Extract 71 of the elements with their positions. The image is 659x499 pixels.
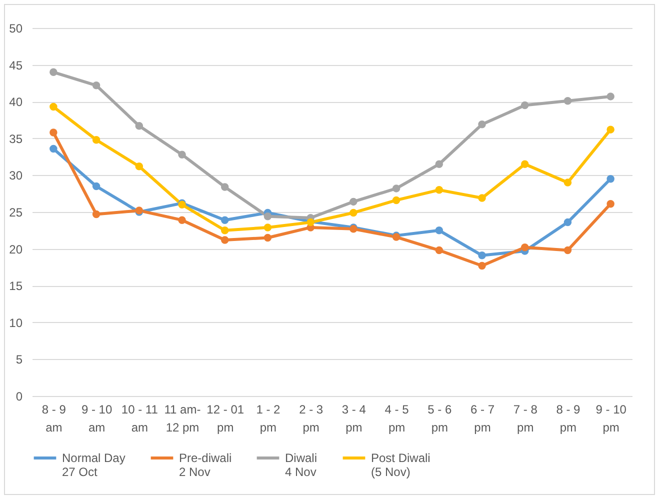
x-tick-label: 8 - 9 am: [42, 402, 66, 434]
legend-label: Pre-diwali 2 Nov: [179, 451, 232, 479]
x-tick-label: 6 - 7 pm: [470, 402, 495, 434]
point: [435, 246, 444, 254]
point: [92, 210, 100, 218]
point: [435, 186, 444, 194]
y-tick-label: 25: [9, 206, 23, 220]
point: [92, 82, 100, 90]
point: [606, 200, 614, 208]
point: [135, 162, 144, 170]
point: [135, 122, 144, 130]
point: [606, 175, 614, 183]
x-tick-label: 10 - 11 am: [121, 402, 158, 434]
point: [50, 128, 58, 136]
point: [520, 101, 529, 110]
point: [350, 208, 358, 217]
point: [606, 92, 614, 100]
point: [50, 144, 58, 153]
legend-label: Post Diwali (5 Nov): [371, 451, 430, 479]
point: [264, 234, 272, 242]
y-tick-label: 35: [9, 132, 23, 146]
point: [264, 212, 272, 220]
y-tick-label: 15: [9, 279, 23, 294]
point: [478, 120, 486, 128]
point: [478, 194, 486, 202]
point: [92, 182, 100, 190]
legend-label: Normal Day 27 Oct: [62, 451, 126, 479]
point: [564, 178, 572, 186]
point: [392, 196, 400, 204]
legend-label: Diwali 4 Nov: [285, 451, 318, 479]
point: [178, 150, 186, 158]
x-tick-label: 8 - 9 pm: [556, 402, 581, 434]
y-tick-label: 50: [9, 22, 23, 36]
point: [564, 97, 572, 105]
point: [264, 224, 272, 232]
x-tick-label: 1 - 2 pm: [256, 402, 281, 434]
point: [220, 236, 229, 244]
point: [392, 184, 400, 192]
x-tick-label: 9 - 10 am: [81, 402, 112, 434]
point: [50, 68, 58, 76]
y-tick-label: 20: [9, 242, 23, 256]
y-tick-label: 45: [9, 58, 23, 72]
x-tick-label: 7 - 8 pm: [513, 402, 538, 434]
point: [606, 126, 614, 134]
point: [50, 102, 58, 111]
x-tick-label: 12 - 01 pm: [206, 402, 244, 434]
point: [478, 252, 486, 260]
point: [92, 136, 100, 144]
point: [220, 216, 229, 224]
y-tick-label: 40: [9, 95, 23, 110]
point: [178, 216, 186, 224]
point: [435, 226, 444, 234]
point: [350, 198, 358, 206]
x-tick-label: 5 - 6 pm: [428, 402, 452, 434]
y-tick-label: 0: [16, 390, 23, 404]
point: [520, 243, 529, 252]
x-tick-label: 9 - 10 pm: [596, 402, 627, 434]
point: [564, 218, 572, 226]
y-tick-label: 30: [9, 168, 23, 183]
point: [564, 246, 572, 254]
x-tick-label: 4 - 5 pm: [384, 402, 410, 434]
point: [220, 183, 229, 191]
point: [220, 226, 229, 234]
x-tick-label: 2 - 3 pm: [299, 402, 324, 434]
point: [478, 262, 486, 270]
x-tick-label: 11 am- 12 pm: [164, 402, 201, 434]
point: [520, 160, 529, 168]
point: [435, 160, 444, 168]
y-tick-label: 10: [9, 316, 23, 330]
y-tick-label: 5: [16, 352, 23, 367]
x-tick-label: 3 - 4 pm: [342, 402, 366, 434]
